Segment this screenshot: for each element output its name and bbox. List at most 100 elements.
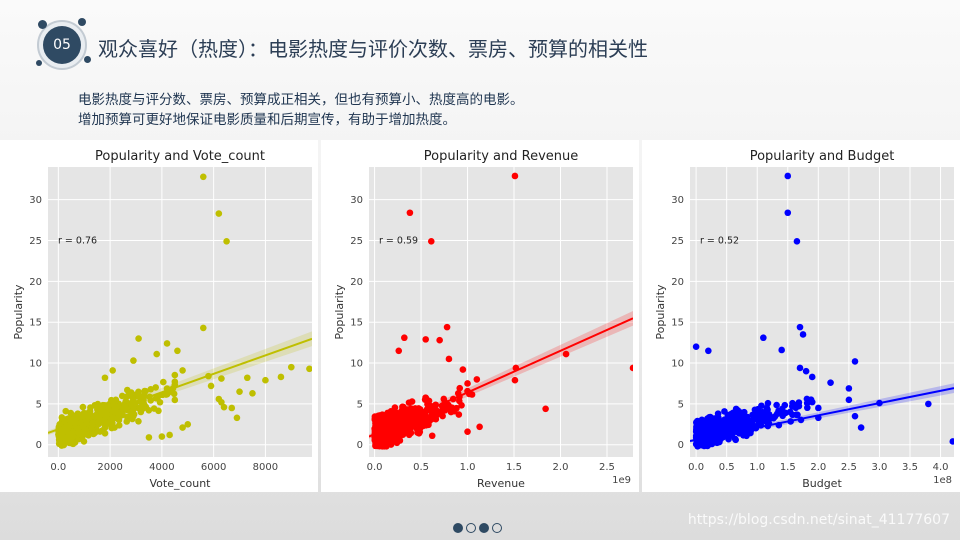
scatter-point (145, 407, 153, 414)
scatter-point (784, 172, 792, 180)
scatter-point (401, 334, 408, 342)
scatter-point (771, 413, 779, 420)
scatter-point (207, 382, 215, 390)
scatter-point (804, 404, 811, 412)
y-tick-label: 10 (29, 359, 42, 370)
scatter-point (80, 438, 88, 445)
scatter-point (464, 380, 471, 387)
x-tick-label: 8000 (253, 462, 278, 473)
scatter-point (851, 358, 859, 365)
scatter-point (739, 416, 746, 423)
scatter-point (698, 426, 706, 434)
scatter-point (179, 424, 186, 431)
scatter-point (428, 432, 436, 440)
scatter-point (794, 411, 801, 419)
y-tick-label: 10 (671, 359, 684, 370)
scatter-point (476, 423, 483, 431)
chart-panel-revenue: 0.0 0.5 1.0 1.5 2.0 2.5 0 5 10 15 20 25 30 1e9 Popular… (321, 140, 639, 492)
scatter-chart-vote-count: 0.0 2000 4000 6000 8000 0 5 10 15 20 25 30 Popularit… (12, 149, 312, 490)
scatter-point (436, 336, 443, 344)
scatter-point (373, 437, 381, 444)
scatter-point (67, 417, 74, 425)
scatter-point (443, 323, 451, 331)
x-tick-label: 1.0 (749, 462, 765, 473)
x-axis-label: Revenue (477, 477, 525, 490)
chart-title: Popularity and Vote_count (95, 149, 265, 164)
scatter-point (562, 350, 570, 358)
correlation-annotation: r = 0.52 (700, 236, 739, 247)
scatter-point (815, 404, 822, 412)
scatter-point (751, 406, 759, 414)
y-tick-label: 0 (678, 440, 684, 451)
slide-pager[interactable] (453, 523, 502, 533)
scatter-point (223, 238, 230, 245)
y-tick-label: 15 (29, 318, 42, 329)
y-tick-label: 10 (350, 359, 363, 370)
scatter-point (773, 401, 780, 409)
scatter-point (135, 335, 142, 342)
scatter-point (153, 350, 161, 358)
scatter-point (398, 407, 406, 414)
scatter-point (64, 428, 71, 436)
plot-marks (690, 172, 954, 450)
scatter-point (807, 396, 815, 403)
pager-dot[interactable] (492, 523, 502, 533)
scatter-point (90, 430, 97, 438)
watermark: https://blog.csdn.net/sinat_41177607 (687, 512, 950, 528)
scatter-point (59, 432, 66, 440)
x-tick-label: 4.0 (933, 462, 949, 473)
scatter-point (733, 416, 741, 423)
scatter-point (145, 434, 153, 441)
y-axis-label: Popularity (333, 284, 346, 340)
scatter-point (199, 324, 207, 332)
scatter-point (69, 428, 77, 436)
scatter-point (799, 331, 807, 338)
x-tick-label: 0.5 (413, 462, 429, 473)
scatter-point (162, 391, 170, 398)
scatter-point (199, 173, 207, 181)
scatter-point (76, 430, 84, 438)
scatter-point (380, 443, 388, 450)
scatter-point (58, 414, 66, 421)
scatter-point (127, 389, 135, 396)
scatter-point (796, 364, 804, 372)
scatter-point (101, 429, 109, 437)
scatter-point (262, 376, 269, 384)
scatter-point (705, 347, 712, 355)
scatter-point (137, 408, 145, 416)
scatter-point (115, 422, 123, 429)
badge-dot-icon (84, 56, 91, 63)
scatter-point (236, 388, 243, 395)
scatter-point (79, 403, 87, 411)
scatter-point (949, 438, 954, 445)
scatter-point (218, 375, 225, 382)
scatter-point (82, 412, 89, 420)
y-tick-label: 25 (350, 236, 363, 247)
scatter-point (441, 407, 449, 414)
x-tick-label: 6000 (201, 462, 226, 473)
scatter-point (802, 367, 810, 375)
pager-dot[interactable] (466, 523, 476, 533)
scatter-point (857, 424, 865, 431)
regression-line (369, 317, 633, 438)
scatter-point (184, 421, 192, 428)
x-axis-label: Vote_count (149, 477, 211, 490)
scatter-point (749, 417, 756, 424)
scatter-point (306, 365, 312, 373)
x-tick-label: 1.5 (780, 462, 796, 473)
pager-dot[interactable] (479, 523, 489, 533)
scatter-point (422, 336, 430, 343)
x-tick-label: 4000 (149, 462, 174, 473)
description-line-2: 增加预算可更好地保证电影质量和后期宣传，有助于增加热度。 (78, 112, 456, 128)
scatter-point (738, 409, 745, 416)
scatter-point (163, 340, 171, 347)
scatter-point (174, 347, 181, 355)
scatter-chart-revenue: 0.0 0.5 1.0 1.5 2.0 2.5 0 5 10 15 20 25 30 1e9 Popular… (333, 149, 633, 490)
scatter-point (796, 323, 804, 331)
scatter-point (395, 347, 403, 355)
chart-panel-budget: 0.0 0.5 1.0 1.5 2.0 2.5 3.0 3.5 4.0 0 5 10 15 20 25 30 1… (642, 140, 960, 492)
scatter-point (432, 415, 440, 423)
scatter-point (376, 419, 383, 426)
pager-dot[interactable] (453, 523, 463, 533)
y-tick-label: 5 (36, 399, 42, 410)
